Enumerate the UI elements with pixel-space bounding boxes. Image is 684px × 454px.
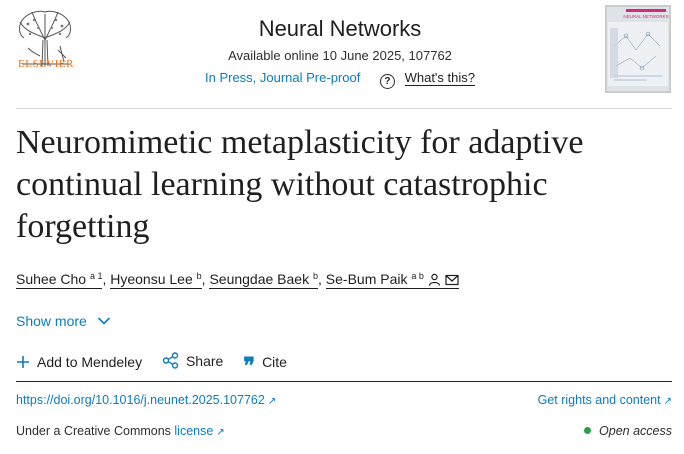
doi-link[interactable]: https://doi.org/10.1016/j.neunet.2025.10…: [16, 393, 277, 407]
actions-divider: [16, 381, 672, 382]
journal-cover-thumbnail[interactable]: NEURAL NETWORKS: [605, 5, 671, 93]
share-icon: [162, 352, 179, 369]
plus-icon: [17, 356, 29, 368]
in-press-link[interactable]: In Press, Journal Pre-proof: [204, 70, 361, 85]
author-link[interactable]: Hyeonsu Lee b: [110, 271, 202, 289]
open-access-dot-icon: [584, 427, 592, 434]
whats-this-link[interactable]: What's this?: [404, 70, 475, 86]
article-header: ELSEVIER Neural Networks Available onlin…: [0, 0, 684, 100]
cite-label: Cite: [262, 354, 287, 370]
external-link-icon: ↗: [216, 427, 225, 438]
share-button[interactable]: Share: [162, 352, 223, 369]
availability-info: Available online 10 June 2025, 107762: [228, 48, 452, 63]
journal-title[interactable]: Neural Networks: [258, 16, 422, 41]
open-access-badge: Open access: [584, 424, 672, 438]
show-more-toggle[interactable]: Show more: [16, 313, 111, 329]
status-row: In Press, Journal Pre-proof ? What's thi…: [180, 70, 500, 89]
author-link[interactable]: Se-Bum Paik a b: [325, 271, 459, 289]
mendeley-label: Add to Mendeley: [37, 354, 143, 370]
external-link-icon: ↗: [663, 396, 672, 407]
cover-title: NEURAL NETWORKS: [623, 14, 668, 19]
quote-icon: ❞: [243, 353, 256, 379]
header-divider: [16, 108, 672, 109]
envelope-icon: [445, 274, 459, 286]
elsevier-tree-logo[interactable]: [14, 8, 76, 74]
question-circle-icon: ?: [379, 74, 395, 89]
license-line: Under a Creative Commons license ↗: [16, 424, 225, 438]
external-link-icon: ↗: [267, 396, 277, 407]
cite-button[interactable]: ❞ Cite: [243, 353, 287, 379]
author-link[interactable]: Seungdae Baek b: [209, 271, 318, 289]
share-label: Share: [185, 352, 224, 369]
article-actions: Add to Mendeley Share ❞ Cite: [16, 352, 303, 379]
chevron-down-icon: [97, 317, 110, 325]
article-title: Neuromimetic metaplasticity for adaptive…: [16, 124, 584, 245]
license-prefix: Under a Creative Commons: [16, 424, 171, 438]
license-link[interactable]: license ↗: [174, 424, 225, 438]
rights-link[interactable]: Get rights and content ↗: [537, 393, 672, 407]
show-more-label: Show more: [16, 313, 87, 329]
publisher-wordmark: ELSEVIER: [18, 58, 74, 70]
author-list: Suhee Cho a 1, Hyeonsu Lee b, Seungdae B…: [16, 271, 459, 289]
add-to-mendeley-button[interactable]: Add to Mendeley: [16, 354, 142, 370]
person-icon: [428, 273, 440, 286]
author-link[interactable]: Suhee Cho a 1: [16, 271, 103, 289]
